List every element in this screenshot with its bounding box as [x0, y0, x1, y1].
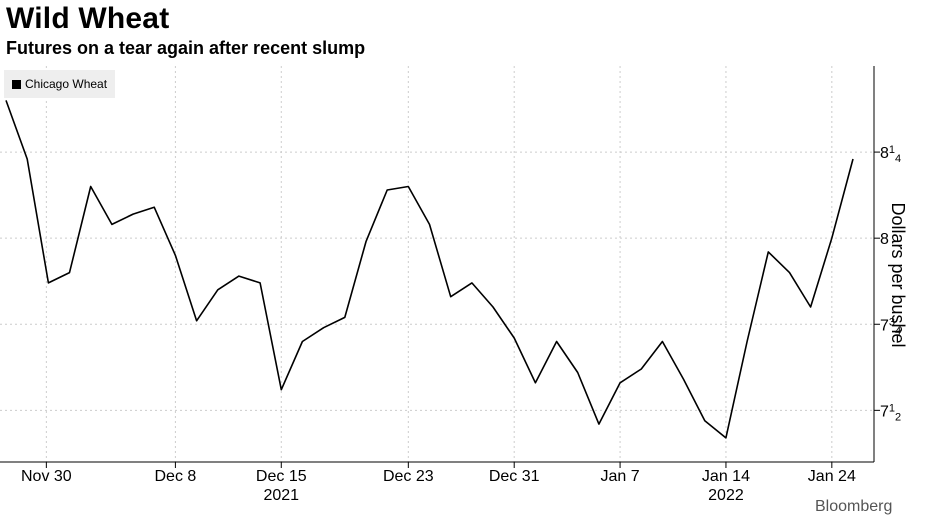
series-line-chicago-wheat [5, 100, 854, 439]
legend-label: Chicago Wheat [25, 77, 108, 91]
y-axis-label: Dollars per bushel [888, 202, 908, 348]
y-tick-label: 712 [880, 402, 901, 423]
x-year-label: 2021 [263, 487, 299, 504]
x-tick-label: Dec 23 [383, 468, 434, 485]
x-tick-label: Nov 30 [21, 468, 72, 485]
y-tick-label: 8 [880, 231, 889, 248]
x-tick-label: Dec 31 [489, 468, 540, 485]
x-tick-label: Dec 15 [256, 468, 307, 485]
x-tick-label: Jan 14 [702, 468, 750, 485]
y-tick-label: 814 [880, 144, 901, 165]
x-year-label: 2022 [708, 487, 744, 504]
chart-subtitle: Futures on a tear again after recent slu… [6, 38, 366, 58]
x-tick-label: Jan 7 [601, 468, 640, 485]
source-label: Bloomberg [815, 498, 893, 515]
y-tick-label: 734 [880, 316, 901, 337]
chart-title: Wild Wheat [6, 2, 170, 35]
x-tick-label: Dec 8 [155, 468, 197, 485]
legend-swatch [12, 79, 21, 89]
legend: Chicago Wheat [4, 70, 116, 98]
x-tick-label: Jan 24 [808, 468, 856, 485]
